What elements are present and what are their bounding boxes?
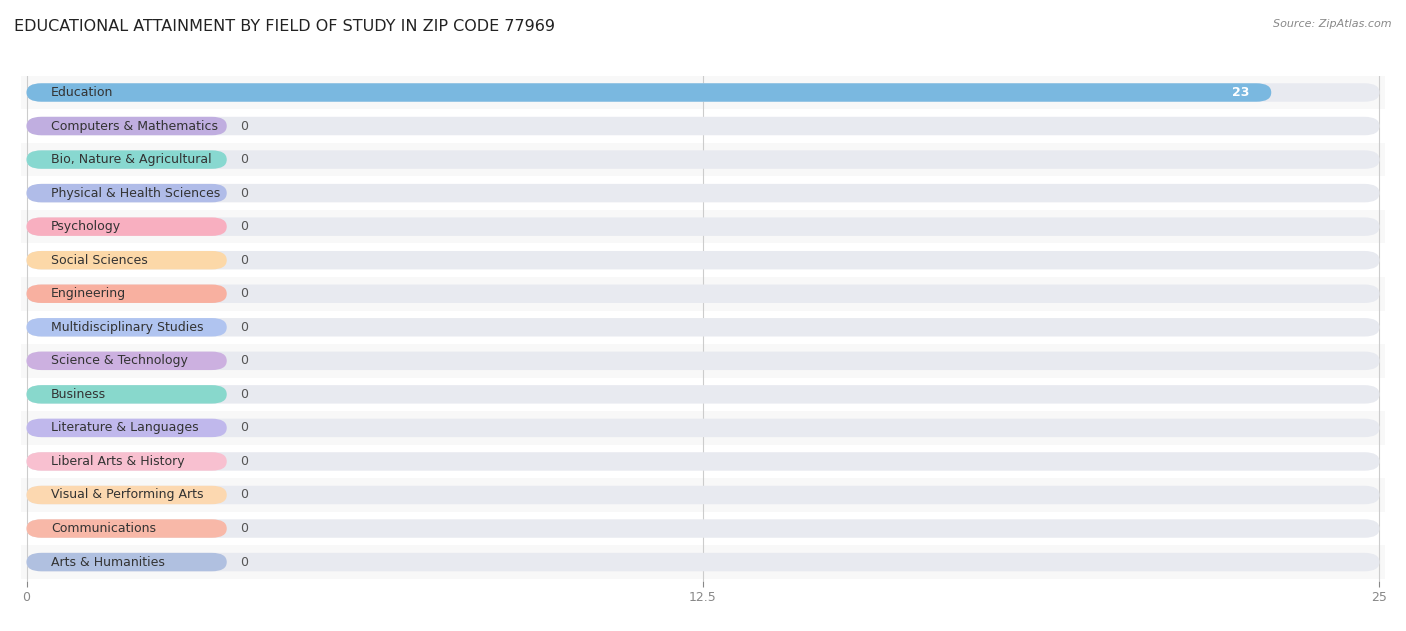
FancyBboxPatch shape [0,143,1406,176]
FancyBboxPatch shape [27,553,226,571]
Text: Business: Business [51,388,105,401]
Text: 23: 23 [1232,86,1250,99]
Text: 0: 0 [240,388,249,401]
FancyBboxPatch shape [27,519,226,538]
Text: 0: 0 [240,187,249,199]
FancyBboxPatch shape [0,512,1406,545]
Text: 0: 0 [240,455,249,468]
FancyBboxPatch shape [27,285,226,303]
FancyBboxPatch shape [0,210,1406,244]
FancyBboxPatch shape [27,452,1379,471]
FancyBboxPatch shape [27,218,1379,236]
Text: 0: 0 [240,422,249,434]
Text: 0: 0 [240,321,249,334]
FancyBboxPatch shape [0,445,1406,478]
FancyBboxPatch shape [27,117,1379,135]
FancyBboxPatch shape [0,411,1406,445]
FancyBboxPatch shape [0,76,1406,109]
Text: Social Sciences: Social Sciences [51,254,148,267]
FancyBboxPatch shape [27,251,1379,269]
Text: 0: 0 [240,555,249,569]
Text: Science & Technology: Science & Technology [51,355,188,367]
Text: Arts & Humanities: Arts & Humanities [51,555,165,569]
Text: Physical & Health Sciences: Physical & Health Sciences [51,187,221,199]
Text: Computers & Mathematics: Computers & Mathematics [51,119,218,133]
Text: 0: 0 [240,153,249,166]
Text: Communications: Communications [51,522,156,535]
FancyBboxPatch shape [27,285,1379,303]
FancyBboxPatch shape [27,184,226,203]
FancyBboxPatch shape [27,83,1271,102]
Text: Education: Education [51,86,114,99]
FancyBboxPatch shape [0,176,1406,210]
FancyBboxPatch shape [27,318,1379,336]
Text: 0: 0 [240,220,249,233]
FancyBboxPatch shape [27,218,226,236]
FancyBboxPatch shape [0,478,1406,512]
FancyBboxPatch shape [0,344,1406,377]
FancyBboxPatch shape [27,486,226,504]
Text: Liberal Arts & History: Liberal Arts & History [51,455,184,468]
FancyBboxPatch shape [27,419,226,437]
Text: Engineering: Engineering [51,287,127,300]
FancyBboxPatch shape [27,385,1379,404]
Text: Literature & Languages: Literature & Languages [51,422,198,434]
Text: Psychology: Psychology [51,220,121,233]
Text: 0: 0 [240,254,249,267]
Text: 0: 0 [240,355,249,367]
FancyBboxPatch shape [27,318,226,336]
FancyBboxPatch shape [27,553,1379,571]
FancyBboxPatch shape [27,251,226,269]
FancyBboxPatch shape [27,150,1379,169]
FancyBboxPatch shape [27,419,1379,437]
FancyBboxPatch shape [27,486,1379,504]
FancyBboxPatch shape [0,545,1406,579]
FancyBboxPatch shape [0,277,1406,310]
FancyBboxPatch shape [27,519,1379,538]
FancyBboxPatch shape [27,351,1379,370]
Text: Multidisciplinary Studies: Multidisciplinary Studies [51,321,204,334]
FancyBboxPatch shape [27,184,1379,203]
FancyBboxPatch shape [0,310,1406,344]
Text: Source: ZipAtlas.com: Source: ZipAtlas.com [1274,19,1392,29]
FancyBboxPatch shape [27,117,226,135]
FancyBboxPatch shape [0,244,1406,277]
Text: 0: 0 [240,287,249,300]
Text: Visual & Performing Arts: Visual & Performing Arts [51,488,204,502]
FancyBboxPatch shape [0,109,1406,143]
FancyBboxPatch shape [0,377,1406,411]
Text: 0: 0 [240,522,249,535]
Text: EDUCATIONAL ATTAINMENT BY FIELD OF STUDY IN ZIP CODE 77969: EDUCATIONAL ATTAINMENT BY FIELD OF STUDY… [14,19,555,34]
FancyBboxPatch shape [27,83,1379,102]
FancyBboxPatch shape [27,385,226,404]
FancyBboxPatch shape [27,452,226,471]
Text: 0: 0 [240,119,249,133]
FancyBboxPatch shape [27,351,226,370]
Text: 0: 0 [240,488,249,502]
FancyBboxPatch shape [27,150,226,169]
Text: Bio, Nature & Agricultural: Bio, Nature & Agricultural [51,153,211,166]
